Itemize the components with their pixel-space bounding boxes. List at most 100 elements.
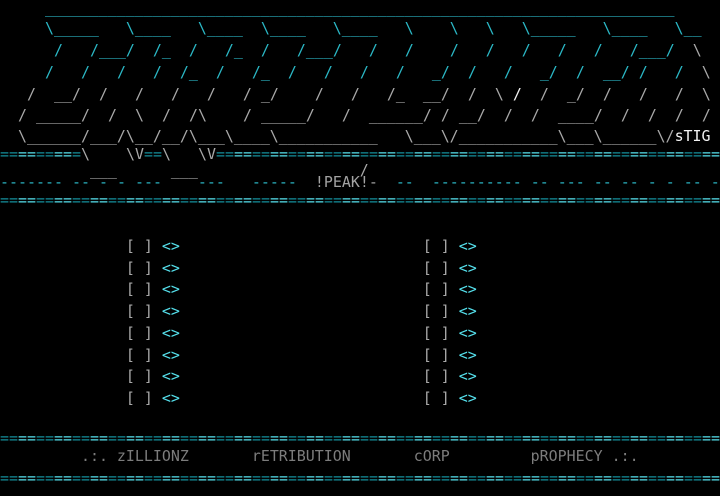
separator-equals: = [0,191,9,209]
separator-equals: = [306,191,315,209]
separator-equals: = [215,145,225,163]
logo-row-4: / __/ / / / / / _/ / / /_ __/ / \ / / _/… [0,86,711,102]
logo-row-4-segment: / [26,85,36,103]
separator-equals: = [459,469,468,487]
separator-equals: = [252,191,261,209]
logo-row-3-segment: / [215,63,225,81]
logo-row-4-segment: / [170,85,180,103]
logo-row-1-segment: \__ [674,19,702,37]
list-row-3-segment: [ ] [125,280,153,298]
logo-row-4-segment: _/ [260,85,279,103]
separator-equals: = [530,145,540,163]
separator-equals: = [477,429,486,447]
logo-row-2-segment: /_ [152,41,171,59]
logo-row-5-segment: / [701,106,711,124]
separator-equals: = [54,145,63,163]
logo-row-5-segment: / [440,106,450,124]
separator-equals: = [54,191,63,209]
separator-equals: = [279,429,288,447]
separator-equals: = [117,191,126,209]
list-row-1-segment: [ ] [422,237,450,255]
peak-row-segment: !PEAK!- [314,173,378,191]
separator-equals: = [450,191,459,209]
list-row-6-segment: <> [458,346,477,364]
separator-equals: = [558,469,567,487]
separator-equals: = [431,145,441,163]
separator-equals: = [9,191,18,209]
separator-equals: = [108,191,117,209]
logo-row-5-segment: /\ [188,106,207,124]
separator-equals: = [323,145,333,163]
logo-row-3-segment: / [503,63,513,81]
logo-row-4-segment: /_ [386,85,405,103]
separator-equals: = [432,191,441,209]
logo-row-2-segment: / [188,41,198,59]
separator-equals: = [333,191,342,209]
logo-row-3-segment: / [287,63,297,81]
separator-equals: = [99,429,108,447]
list-row-5-segment: <> [458,324,477,342]
separator-equals: = [495,429,504,447]
separator-equals: = [476,145,486,163]
logo-row-4-segment: / [602,85,612,103]
separator-equals: = [126,191,135,209]
separator-equals: = [567,429,576,447]
list-row-8-segment: [ ] [422,389,450,407]
list-row-4: [ ] <> [ ] <> [0,303,477,319]
logo-row-4-segment: / [314,85,324,103]
separator-equals: = [108,429,117,447]
peak-row-segment: -- [71,173,90,191]
separator-equals: = [315,191,324,209]
list-row-7-segment: [ ] [422,367,450,385]
separator-equals: = [540,469,549,487]
separator-equals: = [99,191,108,209]
separator-equals: = [585,429,594,447]
separator-equals: = [387,429,396,447]
list-row-1-segment: <> [161,237,180,255]
separator-equals: = [9,145,18,163]
logo-row-4-segment: / [512,85,522,103]
separator-equals: = [423,469,432,487]
logo-row-6-segment: \______/___/\__/__/\___\____\___________ [18,127,378,145]
separator-equals: = [585,191,594,209]
separator-equals: = [171,191,180,209]
separator-equals: = [36,145,45,163]
logo-row-1-segment: \_____ [521,19,576,37]
separator-equals: = [162,469,171,487]
separator-equals: = [467,145,477,163]
separator-equals: = [395,145,405,163]
separator-equals: = [711,469,720,487]
logo-row-2-segment: /___/ [296,41,342,59]
logo-row-3-segment: / [80,63,90,81]
separator-equals: = [216,429,225,447]
logo-row-5-segment: / [674,106,684,124]
separator-equals: = [612,191,621,209]
logo-row-3-segment: / [323,63,333,81]
separator-equals: = [485,145,495,163]
separator-equals: = [593,145,603,163]
separator-equals: = [656,145,666,163]
separator-equals: = [495,469,504,487]
separator-equals: = [360,429,369,447]
footer-text-row-segment: cORP [413,447,450,465]
list-row-3-segment: <> [458,280,477,298]
logo-row-3-segment: \ [701,63,711,81]
separator-equals: = [540,429,549,447]
logo-row-2-segment: /___/ [89,41,135,59]
peak-row-segment: -- [593,173,612,191]
logo-row-4-segment: / [539,85,549,103]
separator-equals: = [377,145,387,163]
logo-tails-row-segment: / [359,161,369,179]
logo-row-4-segment: / [206,85,216,103]
logo-tails-row: ___ ___ / [0,162,369,178]
separator-equals: = [701,145,711,163]
separator-equals: = [486,191,495,209]
separator-equals: = [558,429,567,447]
separator-equals: = [153,191,162,209]
separator-equals: = [423,429,432,447]
separator-equals: = [54,469,63,487]
separator-equals: = [144,469,153,487]
separator-equals: = [594,191,603,209]
separator-equals: = [360,469,369,487]
separator-equals: = [567,191,576,209]
